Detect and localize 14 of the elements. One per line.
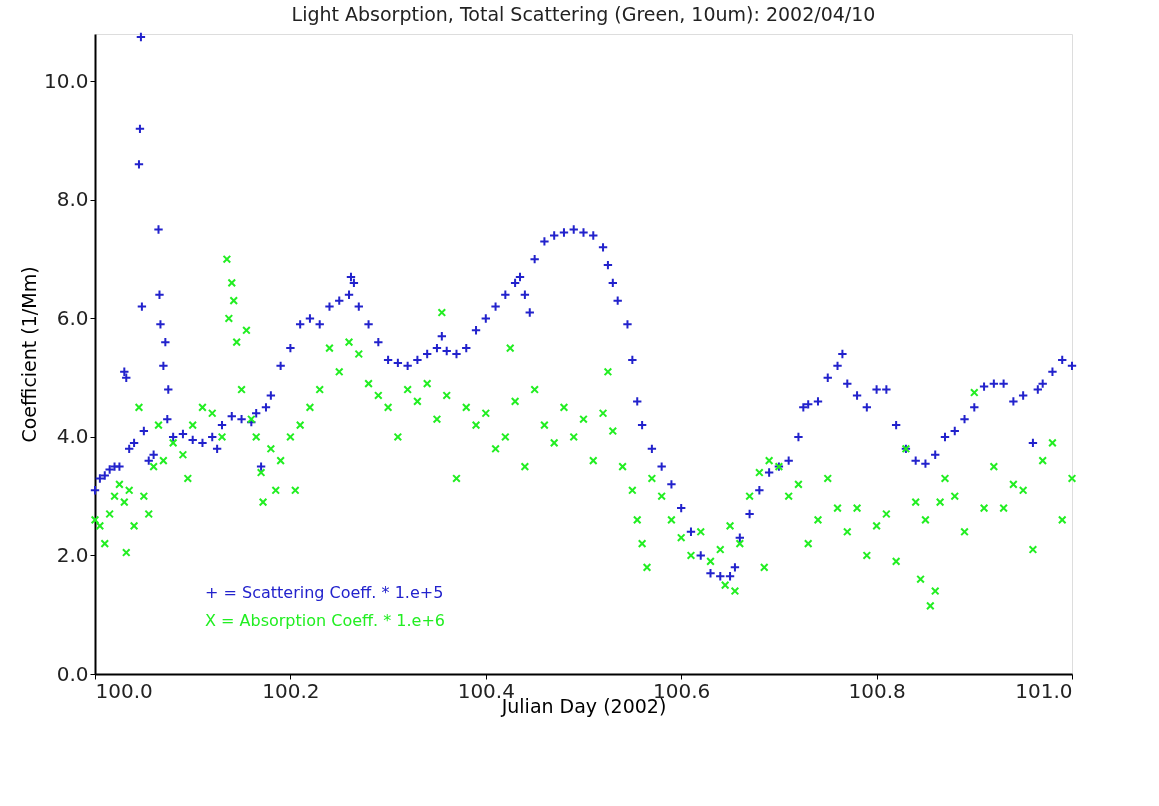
x-tick-label: 100.2 (262, 678, 320, 703)
y-tick-label: 10.0 (43, 68, 89, 93)
y-axis-title: Coefficient (1/Mm) (17, 266, 40, 443)
y-tick-label: 4.0 (56, 424, 89, 449)
y-tick-label: 6.0 (56, 305, 89, 330)
text: + = Scattering Coeff. * 1.e+5 (205, 583, 444, 602)
y-tick-label: 8.0 (56, 187, 89, 212)
x-tick-label: 101.0 (1015, 678, 1073, 703)
text: X = Absorption Coeff. * 1.e+6 (205, 611, 446, 630)
x-tick-label: 100.0 (95, 678, 153, 703)
y-tick-label: 2.0 (56, 542, 89, 567)
chart-title: Light Absorption, Total Scattering (Green, 10um): 2002/04/10 (291, 2, 876, 25)
y-tick-label: 0.0 (56, 661, 89, 686)
x-tick-label: 100.8 (848, 678, 906, 703)
